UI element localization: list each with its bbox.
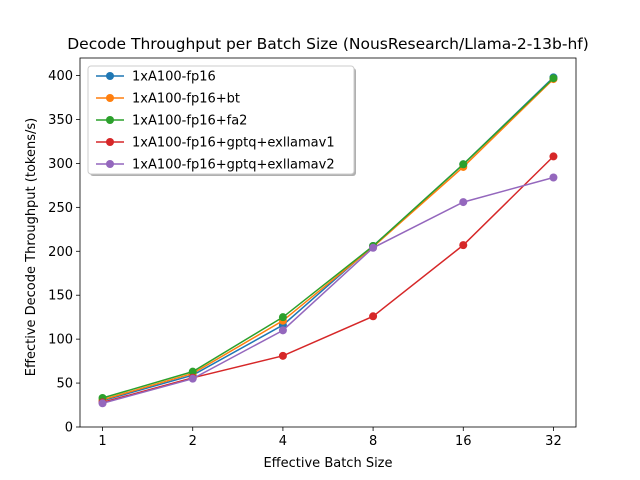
data-point bbox=[549, 74, 558, 83]
y-axis-label: Effective Decode Throughput (tokens/s) bbox=[24, 118, 39, 376]
series-5 bbox=[98, 173, 558, 408]
y-tick-label: 250 bbox=[48, 201, 73, 216]
series-4 bbox=[98, 152, 558, 407]
data-point bbox=[369, 312, 378, 321]
legend-swatch-marker bbox=[106, 72, 114, 80]
legend: 1xA100-fp16 1xA100-fp16+bt 1xA100-fp16+fa2… bbox=[87, 65, 356, 176]
series-line bbox=[102, 176, 554, 405]
legend-label: 1xA100-fp16+gptq+exllamav2 bbox=[132, 158, 335, 173]
legend-label: 1xA100-fp16+gptq+exllamav1 bbox=[132, 136, 335, 151]
axes: 1 2 4 8 16 32 0 50 100 150 200 250 300 350 400 bbox=[48, 57, 577, 449]
data-point bbox=[278, 313, 287, 322]
y-tick-label: 200 bbox=[48, 245, 73, 260]
data-point bbox=[459, 160, 468, 169]
data-point bbox=[549, 152, 558, 161]
legend-entry: 1xA100-fp16+fa2 bbox=[96, 114, 247, 129]
x-tick-label: 4 bbox=[279, 434, 287, 449]
data-point bbox=[549, 173, 558, 182]
y-tick-label: 350 bbox=[48, 113, 73, 128]
data-point bbox=[459, 241, 468, 250]
plot-frame bbox=[79, 57, 577, 428]
legend-entry: 1xA100-fp16+bt bbox=[96, 92, 240, 107]
series-line bbox=[102, 155, 554, 404]
plot-area bbox=[98, 73, 558, 408]
x-tick-label: 2 bbox=[189, 434, 197, 449]
legend-entry: 1xA100-fp16+gptq+exllamav2 bbox=[96, 158, 335, 173]
legend-swatch-marker bbox=[106, 116, 114, 124]
legend-swatch-marker bbox=[106, 160, 114, 168]
x-tick-label: 8 bbox=[369, 434, 377, 449]
data-point bbox=[459, 198, 468, 207]
y-tick-label: 0 bbox=[65, 421, 73, 436]
data-point bbox=[369, 243, 378, 252]
legend-entry: 1xA100-fp16+gptq+exllamav1 bbox=[96, 136, 335, 151]
y-tick-label: 50 bbox=[56, 377, 73, 392]
y-tick-label: 300 bbox=[48, 157, 73, 172]
series-line bbox=[102, 77, 554, 399]
x-tick-label: 16 bbox=[455, 434, 472, 449]
y-tick-label: 400 bbox=[48, 69, 73, 84]
data-point bbox=[278, 351, 287, 360]
legend-label: 1xA100-fp16+bt bbox=[132, 92, 240, 107]
data-point bbox=[98, 399, 107, 408]
x-tick-label: 32 bbox=[545, 434, 562, 449]
y-tick-label: 150 bbox=[48, 289, 73, 304]
x-axis-label: Effective Batch Size bbox=[263, 456, 392, 471]
legend-label: 1xA100-fp16 bbox=[132, 70, 216, 85]
legend-swatch-marker bbox=[106, 94, 114, 102]
y-tick-label: 100 bbox=[48, 333, 73, 348]
legend-box bbox=[87, 65, 355, 175]
data-point bbox=[278, 326, 287, 335]
legend-swatch-marker bbox=[106, 138, 114, 146]
series-line bbox=[102, 78, 554, 401]
chart-title: Decode Throughput per Batch Size (NousRe… bbox=[67, 35, 589, 53]
legend-entry: 1xA100-fp16 bbox=[96, 70, 216, 85]
data-point bbox=[188, 367, 197, 376]
legend-label: 1xA100-fp16+fa2 bbox=[132, 114, 247, 129]
data-point bbox=[188, 374, 197, 383]
x-tick-label: 1 bbox=[98, 434, 106, 449]
